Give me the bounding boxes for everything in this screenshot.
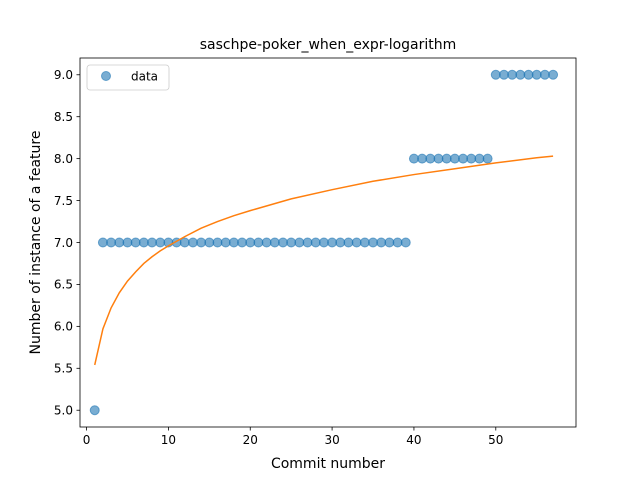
plot-marks	[89, 69, 559, 416]
data-point	[392, 237, 403, 248]
x-tick-label: 20	[243, 433, 258, 447]
x-tick-label: 10	[161, 433, 176, 447]
data-point	[155, 237, 166, 248]
data-point	[474, 153, 485, 164]
data-point	[114, 237, 125, 248]
data-point	[261, 237, 272, 248]
data-point	[539, 69, 550, 80]
data-point	[466, 153, 477, 164]
x-axis: 0 10 20 30 40 50	[83, 427, 503, 447]
data-point	[294, 237, 305, 248]
data-point	[310, 237, 321, 248]
y-tick-label: 7.0	[54, 236, 73, 250]
data-point	[368, 237, 379, 248]
data-point	[286, 237, 297, 248]
x-tick-label: 30	[324, 433, 339, 447]
data-point	[548, 69, 559, 80]
data-point	[130, 237, 141, 248]
data-point	[269, 237, 280, 248]
data-point	[359, 237, 370, 248]
data-point	[433, 153, 444, 164]
data-point	[147, 237, 158, 248]
y-tick-label: 8.5	[54, 110, 73, 124]
data-point	[343, 237, 354, 248]
data-point	[425, 153, 436, 164]
data-point	[302, 237, 313, 248]
data-point	[237, 237, 248, 248]
fit-line	[93, 155, 554, 366]
y-tick-label: 6.5	[54, 278, 73, 292]
y-axis: 5.0 5.5 6.0 6.5 7.0 7.5 8.0 8.5 9.0	[54, 68, 80, 418]
data-point	[515, 69, 526, 80]
data-point	[122, 237, 133, 248]
data-point	[318, 237, 329, 248]
data-point	[327, 237, 338, 248]
y-tick-label: 9.0	[54, 68, 73, 82]
data-point	[179, 237, 190, 248]
legend-label: data	[131, 70, 158, 84]
data-point	[458, 153, 469, 164]
legend: data	[86, 64, 170, 91]
data-point	[408, 153, 419, 164]
data-point	[196, 237, 207, 248]
x-tick-label: 50	[488, 433, 503, 447]
x-tick-label: 0	[83, 433, 91, 447]
data-point	[187, 237, 198, 248]
y-tick-label: 5.5	[54, 362, 73, 376]
data-point	[482, 153, 493, 164]
data-point	[277, 237, 288, 248]
data-point	[335, 237, 346, 248]
data-point	[507, 69, 518, 80]
y-tick-label: 8.0	[54, 152, 73, 166]
data-point	[220, 237, 231, 248]
data-point	[97, 237, 108, 248]
x-axis-label: Commit number	[271, 456, 385, 472]
data-point	[531, 69, 542, 80]
data-point	[376, 237, 387, 248]
data-point	[89, 405, 100, 416]
chart-title: saschpe-poker_when_expr-logarithm	[200, 37, 457, 53]
y-tick-label: 6.0	[54, 320, 73, 334]
data-point	[106, 237, 117, 248]
data-point	[228, 237, 239, 248]
data-point	[498, 69, 509, 80]
data-point	[351, 237, 362, 248]
x-tick-label: 40	[406, 433, 421, 447]
data-point	[523, 69, 534, 80]
data-point	[138, 237, 149, 248]
data-point	[417, 153, 428, 164]
y-tick-label: 5.0	[54, 404, 73, 418]
data-point	[245, 237, 256, 248]
data-point	[253, 237, 264, 248]
legend-marker	[101, 71, 111, 81]
data-point	[204, 237, 215, 248]
data-point	[212, 237, 223, 248]
data-point	[449, 153, 460, 164]
data-point	[441, 153, 452, 164]
y-axis-label: Number of instance of a feature	[28, 131, 44, 355]
data-point	[384, 237, 395, 248]
data-point	[490, 69, 501, 80]
data-point	[400, 237, 411, 248]
y-tick-label: 7.5	[54, 194, 73, 208]
